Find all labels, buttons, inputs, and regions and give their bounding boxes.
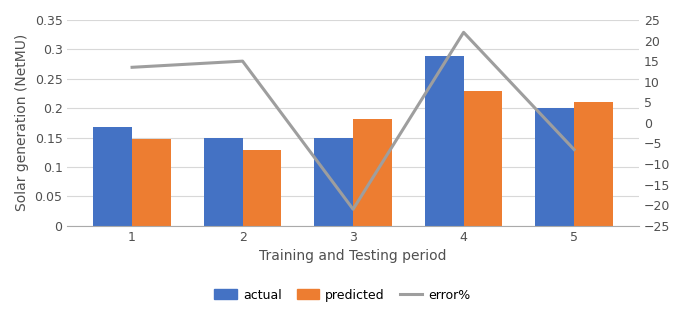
X-axis label: Training and Testing period: Training and Testing period bbox=[260, 249, 447, 263]
Bar bbox=[536, 108, 574, 226]
Bar bbox=[242, 150, 282, 226]
Bar bbox=[464, 90, 502, 226]
Bar bbox=[425, 56, 464, 226]
Bar bbox=[132, 139, 171, 226]
Bar bbox=[353, 119, 392, 226]
Legend: actual, predicted, error%: actual, predicted, error% bbox=[209, 283, 476, 307]
Bar bbox=[93, 127, 132, 226]
Bar bbox=[204, 137, 242, 226]
Bar bbox=[314, 137, 353, 226]
Y-axis label: Solar generation (NetMU): Solar generation (NetMU) bbox=[15, 34, 29, 211]
Bar bbox=[574, 102, 613, 226]
